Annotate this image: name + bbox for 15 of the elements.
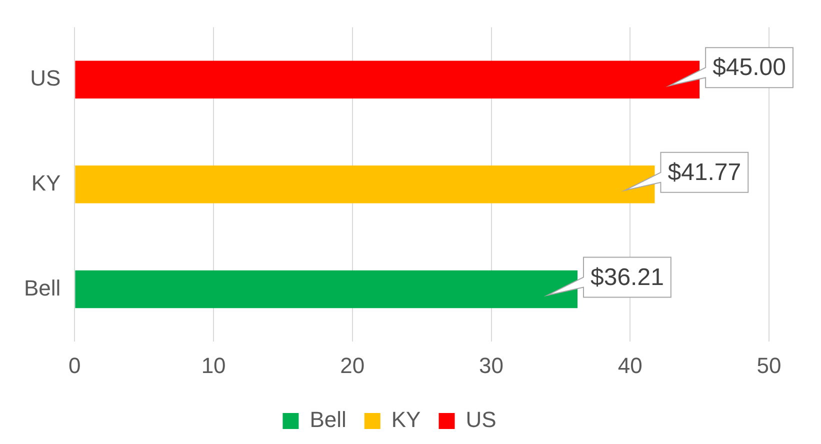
data-label: $41.77	[668, 159, 742, 186]
y-tick-label: Bell	[24, 275, 61, 300]
x-tick-label: 40	[618, 352, 642, 378]
y-tick-label: KY	[31, 170, 61, 196]
x-tick-label: 50	[756, 352, 782, 378]
legend-label: KY	[391, 407, 422, 432]
x-tick-label: 0	[68, 352, 81, 378]
legend-label: Bell	[310, 407, 346, 432]
data-label: $45.00	[712, 54, 786, 82]
x-tick-label: 30	[479, 352, 504, 378]
data-label: $36.21	[590, 264, 664, 291]
x-tick-label: 10	[201, 352, 226, 378]
x-tick-label: 20	[340, 352, 365, 378]
y-tick-label: US	[30, 66, 61, 91]
legend-label: US	[466, 407, 496, 432]
